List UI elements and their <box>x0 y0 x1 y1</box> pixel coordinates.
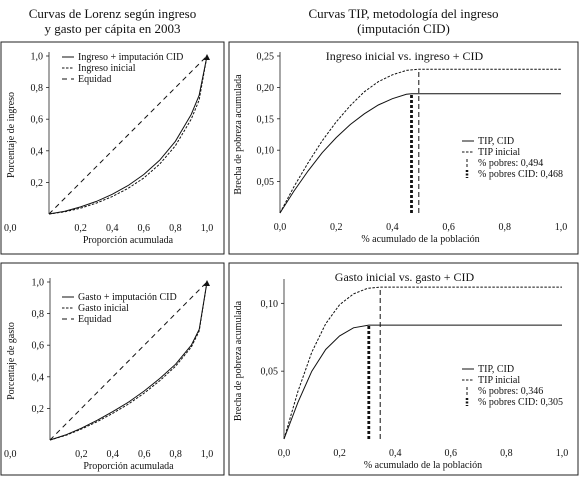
chart-frame <box>0 262 225 476</box>
series-line <box>49 281 208 441</box>
series-line <box>279 93 561 214</box>
legend-label: TIP inicial <box>478 147 520 158</box>
y-tick-label: 0,10 <box>257 146 275 157</box>
x-tick-label: 1,0 <box>556 448 569 459</box>
legend-label: TIP inicial <box>478 375 520 386</box>
x-tick-label: 0,2 <box>333 448 346 459</box>
legend-label: TIP, CID <box>478 364 514 375</box>
right-heading-line-1: Curvas TIP, metodología del ingreso <box>308 6 499 21</box>
y-tick-label: 1,0 <box>31 52 44 63</box>
legend-label: TIP, CID <box>478 136 514 147</box>
legend-label: Equidad <box>78 74 111 85</box>
x-tick-label: 0,8 <box>499 222 512 233</box>
x-tick-label: 0,8 <box>169 449 182 460</box>
right-heading-line-2: (imputación CID) <box>357 21 450 36</box>
y-axis-label: Porcentaje de gasto <box>6 322 17 400</box>
lorenz-income-chart: 0,2 0,4 0,6 0,8 1,0 0,2 0,4 0,6 0,8 1,0 0,0 Proporc… <box>0 41 225 255</box>
y-tick-label: 1,0 <box>32 278 45 289</box>
x-tick-label: 0,6 <box>138 223 151 234</box>
chart-frame <box>0 41 225 255</box>
y-tick-label: 0,10 <box>261 299 279 310</box>
y-tick-label: 0,05 <box>257 177 275 188</box>
legend-label: Ingreso inicial <box>78 63 136 74</box>
series-line <box>283 286 562 440</box>
y-tick-label: 0,20 <box>257 83 275 94</box>
x-tick-label: 0,4 <box>389 448 402 459</box>
x-tick-label: 0,8 <box>169 223 182 234</box>
x-tick-label: 0,2 <box>330 222 343 233</box>
y-tick-label: 0,8 <box>32 309 45 320</box>
x-tick-label: 1,0 <box>201 449 214 460</box>
y-tick-label: 0,6 <box>32 341 45 352</box>
y-axis-label: Brecha de pobreza acumulada <box>233 300 244 421</box>
lorenz-expense-chart: 0,2 0,4 0,6 0,8 1,0 0,2 0,4 0,6 0,8 1,0 0,0 Proporc… <box>0 262 225 476</box>
series-line <box>49 281 208 441</box>
y-tick-label: 0,2 <box>31 178 44 189</box>
y-tick-label: 0,25 <box>257 52 275 63</box>
chart-frame <box>228 262 579 476</box>
series-line <box>283 324 562 440</box>
x-axis-label: Proporción acumulada <box>83 235 174 246</box>
y-tick-label: 0,05 <box>261 367 279 378</box>
x-tick-label: 0,0 <box>274 222 287 233</box>
right-column-heading: Curvas TIP, metodología del ingreso (imp… <box>228 6 579 36</box>
series-line <box>279 68 561 214</box>
legend-label: % pobres CID: 0,305 <box>478 397 563 408</box>
y-axis-label: Brecha de pobreza acumulada <box>233 74 244 195</box>
x-tick-label: 0,6 <box>442 222 455 233</box>
legend-label: % pobres CID: 0,468 <box>478 169 563 180</box>
x-tick-label: 0,2 <box>75 449 88 460</box>
tip-income-chart: Ingreso inicial vs. ingreso + CID 0,05 0,1… <box>228 41 579 255</box>
x-tick-label: 0,6 <box>445 448 458 459</box>
x-tick-label: 0,4 <box>106 223 119 234</box>
x-tick-label: 0,8 <box>500 448 513 459</box>
x-axis-label: Proporción acumulada <box>83 461 174 472</box>
y-tick-label: 0,2 <box>32 404 45 415</box>
tip-expense-chart: Gasto inicial vs. gasto + CID 0,05 0,10 0,0… <box>228 262 579 476</box>
x-axis-label: % acumulado de la población <box>364 460 482 471</box>
x-tick-label: 0,4 <box>386 222 399 233</box>
y-tick-label: 0,6 <box>31 115 44 126</box>
x-tick-label: 1,0 <box>201 223 214 234</box>
series-line <box>48 55 208 215</box>
y-tick-label: 0,15 <box>257 114 275 125</box>
legend-label: Gasto + imputación CID <box>78 292 177 303</box>
chart-title: Ingreso inicial vs. ingreso + CID <box>326 49 484 63</box>
x-tick-label: 0,4 <box>107 449 120 460</box>
endpoint-marker <box>204 54 210 60</box>
x-tick-label: 0,2 <box>74 223 87 234</box>
y-axis-label: Porcentaje de ingreso <box>6 92 17 178</box>
series-line <box>48 55 208 215</box>
legend-label: Ingreso + imputación CID <box>78 52 183 63</box>
legend-label: Equidad <box>78 314 111 325</box>
left-heading-line-1: Curvas de Lorenz según ingreso <box>28 6 197 21</box>
legend-label: % pobres: 0,346 <box>478 386 543 397</box>
x-axis-label: % acumulado de la población <box>361 234 479 245</box>
legend-label: % pobres: 0,494 <box>478 158 543 169</box>
x-tick-label: 0,6 <box>138 449 151 460</box>
chart-frame <box>228 41 579 255</box>
origin-label: 0,0 <box>4 223 17 234</box>
chart-title: Gasto inicial vs. gasto + CID <box>335 270 475 284</box>
y-tick-label: 0,8 <box>31 83 44 94</box>
left-column-heading: Curvas de Lorenz según ingreso y gasto p… <box>0 6 225 36</box>
x-tick-label: 1,0 <box>555 222 568 233</box>
series-line <box>48 55 208 215</box>
origin-label: 0,0 <box>4 449 17 460</box>
x-tick-label: 0,0 <box>278 448 291 459</box>
left-heading-line-2: y gasto per cápita en 2003 <box>44 21 181 36</box>
y-tick-label: 0,4 <box>32 372 45 383</box>
y-tick-label: 0,4 <box>31 146 44 157</box>
legend-label: Gasto inicial <box>78 303 129 314</box>
endpoint-marker <box>204 280 210 286</box>
series-line <box>49 281 208 441</box>
